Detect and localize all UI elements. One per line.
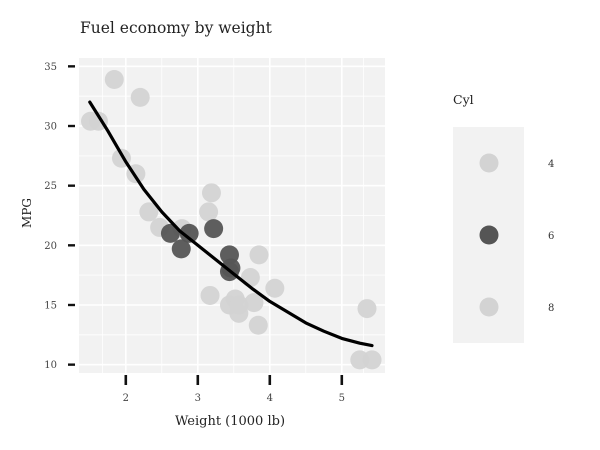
y-axis: 10 15 20 25 30 35 bbox=[44, 62, 75, 371]
data-point-cyl-8 bbox=[265, 278, 285, 298]
legend-key-4 bbox=[479, 153, 499, 173]
data-point-cyl-4 bbox=[130, 87, 150, 107]
data-point-cyl-6 bbox=[179, 223, 199, 243]
x-axis: 2 3 4 5 bbox=[123, 375, 345, 404]
legend-title: Cyl bbox=[453, 92, 474, 107]
data-point-cyl-6 bbox=[204, 219, 224, 239]
x-tick-label: 2 bbox=[123, 393, 129, 404]
data-point-cyl-8 bbox=[200, 285, 220, 305]
y-tick-label: 35 bbox=[44, 62, 57, 73]
x-tick-label: 3 bbox=[195, 393, 201, 404]
data-point-cyl-4 bbox=[104, 69, 124, 89]
y-tick-label: 20 bbox=[44, 241, 57, 252]
data-point-cyl-8 bbox=[357, 299, 377, 319]
trend-line bbox=[88, 100, 374, 348]
x-tick-label: 5 bbox=[339, 393, 345, 404]
data-point-cyl-8 bbox=[244, 293, 264, 313]
y-axis-label: MPG bbox=[20, 198, 34, 228]
legend: 4 6 8 bbox=[479, 153, 554, 317]
data-point-cyl-6 bbox=[221, 258, 241, 278]
legend-label-6: 6 bbox=[548, 231, 554, 242]
data-point-cyl-4 bbox=[139, 202, 159, 222]
data-point-cyl-8 bbox=[240, 268, 260, 288]
data-point-cyl-8 bbox=[248, 315, 268, 335]
data-point-cyl-4 bbox=[199, 202, 219, 222]
legend-label-8: 8 bbox=[548, 303, 554, 314]
y-tick-label: 10 bbox=[44, 360, 57, 371]
y-tick-label: 30 bbox=[44, 122, 57, 133]
legend-key-8 bbox=[479, 297, 499, 317]
y-tick-label: 15 bbox=[44, 300, 57, 311]
x-axis-label: Weight (1000 lb) bbox=[175, 414, 285, 429]
data-point-cyl-8 bbox=[249, 245, 269, 265]
data-point-cyl-6 bbox=[171, 239, 191, 259]
data-point-cyl-8 bbox=[362, 350, 382, 370]
legend-label-4: 4 bbox=[548, 159, 554, 170]
data-point-cyl-6 bbox=[160, 223, 180, 243]
y-tick-label: 25 bbox=[44, 181, 57, 192]
data-point-cyl-4 bbox=[201, 183, 221, 203]
x-tick-label: 4 bbox=[267, 393, 273, 404]
data-point-cyl-8 bbox=[229, 295, 249, 315]
legend-key-6 bbox=[479, 225, 499, 245]
chart-title: Fuel economy by weight bbox=[80, 19, 273, 37]
